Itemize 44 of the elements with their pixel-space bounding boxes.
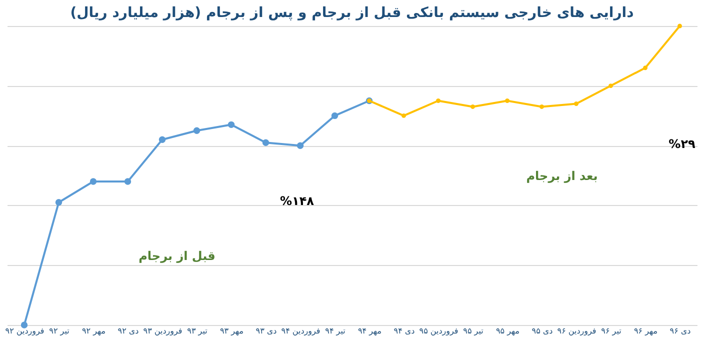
x-tick-label: فروردین ۹۲	[5, 326, 44, 336]
point	[20, 322, 28, 328]
point	[55, 199, 62, 206]
point	[678, 24, 682, 28]
x-tick-label: تیر ۹۵	[463, 326, 484, 336]
point	[643, 66, 648, 70]
point	[402, 113, 406, 118]
point	[436, 98, 440, 103]
point	[90, 178, 97, 185]
x-tick-label: فروردین ۹۶	[557, 326, 596, 336]
x-tick-label: تیر ۹۶	[601, 326, 622, 336]
chart-title: دارایی های خارجی سیستم بانکی قبل از برجام و پس از برجام (هزار میلیارد ریال)	[70, 4, 634, 21]
x-tick-label: دی ۹۵	[532, 326, 554, 336]
annotation: %۱۴۸	[280, 194, 315, 208]
x-tick-label: مهر ۹۵	[496, 326, 520, 336]
point	[193, 127, 200, 134]
x-tick-label: تیر ۹۴	[325, 326, 346, 336]
x-tick-label: مهر ۹۲	[82, 326, 106, 336]
x-tick-label: فروردین ۹۴	[281, 326, 320, 336]
x-tick-label: دی ۹۶	[670, 326, 692, 336]
x-tick-label: مهر ۹۳	[220, 326, 244, 336]
annotation: بعد از برجام	[526, 169, 598, 183]
x-tick-label: دی ۹۳	[256, 326, 278, 336]
point	[158, 136, 166, 143]
x-tick-label: فروردین ۹۵	[419, 326, 458, 336]
x-tick-label: مهر ۹۶	[634, 326, 658, 336]
point	[540, 104, 544, 109]
x-tick-label: دی ۹۲	[118, 326, 140, 336]
annotation: قبل از برجام	[138, 249, 216, 263]
point	[331, 112, 338, 120]
point	[228, 121, 235, 128]
x-tick-label: تیر ۹۲	[49, 326, 70, 336]
x-tick-label: فروردین ۹۳	[143, 326, 182, 336]
point	[124, 178, 132, 185]
point	[262, 139, 270, 146]
point	[296, 142, 304, 149]
point	[574, 102, 578, 106]
x-tick-label: تیر ۹۳	[187, 326, 208, 336]
point	[470, 104, 475, 109]
annotation: %۲۹	[668, 137, 696, 151]
point	[505, 98, 510, 103]
point	[608, 84, 613, 88]
x-tick-label: دی ۹۴	[394, 326, 416, 336]
x-tick-label: مهر ۹۴	[358, 326, 382, 336]
